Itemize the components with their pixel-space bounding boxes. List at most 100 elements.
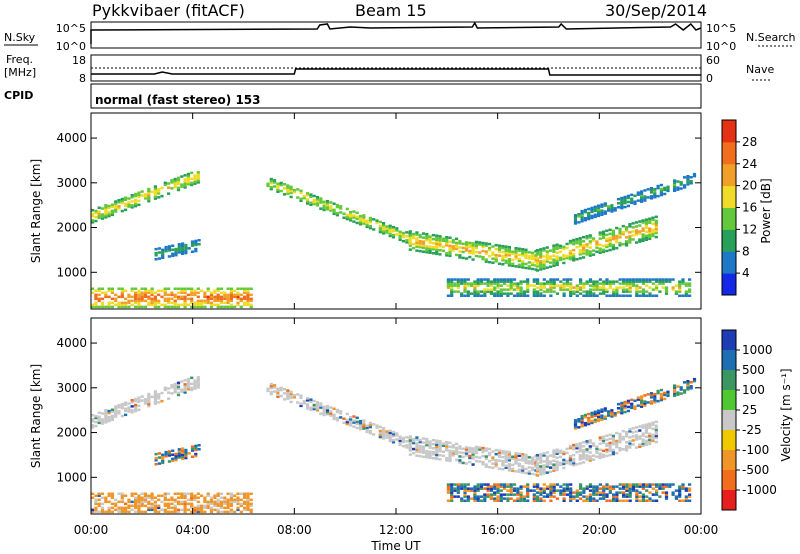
velocity-cell	[299, 402, 303, 406]
velocity-cell	[562, 466, 566, 470]
power-cell	[309, 193, 313, 196]
velocity-cell	[491, 462, 495, 465]
power-cell	[322, 206, 326, 210]
velocity-cell	[163, 494, 167, 497]
velocity-cell	[659, 388, 663, 392]
power-cell	[545, 258, 549, 261]
velocity-cell	[634, 434, 639, 437]
power-cell	[481, 249, 485, 253]
power-cell	[196, 299, 200, 303]
power-cell	[585, 243, 589, 246]
velocity-cell	[193, 387, 197, 390]
velocity-cell	[468, 448, 472, 452]
velocity-cell	[562, 483, 566, 486]
velocity-cell	[648, 438, 652, 442]
velocity-cell	[203, 496, 207, 499]
velocity-cell	[483, 497, 487, 500]
velocity-cell	[143, 400, 148, 403]
power-cell	[143, 287, 148, 290]
power-cell	[190, 297, 194, 301]
velocity-cell	[94, 500, 98, 504]
power-cell	[542, 247, 546, 250]
power-cell	[555, 261, 559, 265]
velocity-cell	[562, 493, 566, 496]
power-cell	[605, 229, 609, 232]
power-cell	[415, 249, 419, 252]
power-cell	[590, 208, 594, 212]
velocity-cell	[626, 399, 630, 403]
velocity-cell	[552, 491, 556, 494]
velocity-cell	[481, 460, 485, 464]
power-cell	[163, 289, 167, 292]
power-cell	[405, 241, 409, 244]
velocity-cell	[463, 483, 467, 486]
power-cell	[147, 191, 151, 195]
power-cell	[612, 292, 616, 295]
velocity-cell	[644, 435, 648, 438]
velocity-cell	[476, 483, 480, 486]
power-cell	[635, 286, 639, 289]
velocity-cell	[286, 397, 290, 400]
power-cell	[160, 303, 164, 307]
velocity-cell	[425, 449, 429, 453]
velocity-cell	[466, 495, 470, 498]
power-cell	[595, 286, 599, 289]
velocity-cell	[239, 504, 243, 508]
power-cell	[630, 197, 634, 201]
power-cell	[545, 246, 549, 249]
velocity-cell	[575, 489, 579, 492]
velocity-cell	[468, 456, 472, 460]
velocity-cell	[527, 466, 531, 469]
power-cell	[588, 254, 592, 257]
power-cell	[461, 242, 465, 246]
power-cell	[539, 256, 543, 259]
power-cell	[445, 240, 449, 243]
velocity-cell	[608, 499, 612, 502]
power-cell	[473, 290, 477, 293]
velocity-cell	[651, 437, 655, 441]
power-cell	[481, 255, 485, 259]
power-cell	[641, 219, 645, 222]
velocity-cell	[653, 397, 657, 400]
velocity-cell	[190, 382, 194, 386]
power-cell	[181, 248, 185, 251]
power-cell	[539, 282, 543, 285]
power-cell	[592, 237, 596, 240]
power-cell	[273, 179, 277, 182]
power-cell	[464, 245, 469, 248]
velocity-cell	[479, 499, 484, 502]
velocity-cell	[608, 437, 612, 441]
power-cell	[608, 244, 612, 248]
velocity-cell	[638, 429, 642, 432]
power-cell	[568, 249, 572, 253]
power-cell	[282, 187, 287, 190]
power-cell	[94, 297, 98, 301]
power-cell	[638, 280, 642, 283]
power-cell	[565, 284, 569, 287]
velocity-cell	[114, 508, 118, 512]
power-cell	[306, 192, 310, 195]
velocity-cell	[229, 492, 233, 495]
power-cell	[588, 234, 592, 237]
power-cell	[365, 225, 369, 229]
power-cell	[595, 240, 599, 243]
velocity-cell	[196, 378, 200, 381]
power-cell	[578, 241, 582, 244]
power-cell	[97, 305, 101, 309]
power-cell	[147, 195, 151, 199]
velocity-cell	[157, 401, 161, 404]
velocity-cell	[428, 452, 432, 455]
velocity-cell	[140, 498, 144, 502]
power-cell	[638, 238, 642, 241]
power-cell	[527, 267, 531, 270]
power-cell	[542, 294, 546, 297]
power-cell	[312, 198, 316, 202]
power-cell	[104, 208, 108, 211]
power-cell	[644, 226, 648, 229]
power-cell	[640, 196, 644, 199]
velocity-cell	[562, 450, 566, 454]
velocity-cell	[446, 487, 450, 490]
velocity-cell	[536, 487, 540, 490]
velocity-cell	[601, 449, 606, 453]
power-cell	[648, 231, 652, 235]
